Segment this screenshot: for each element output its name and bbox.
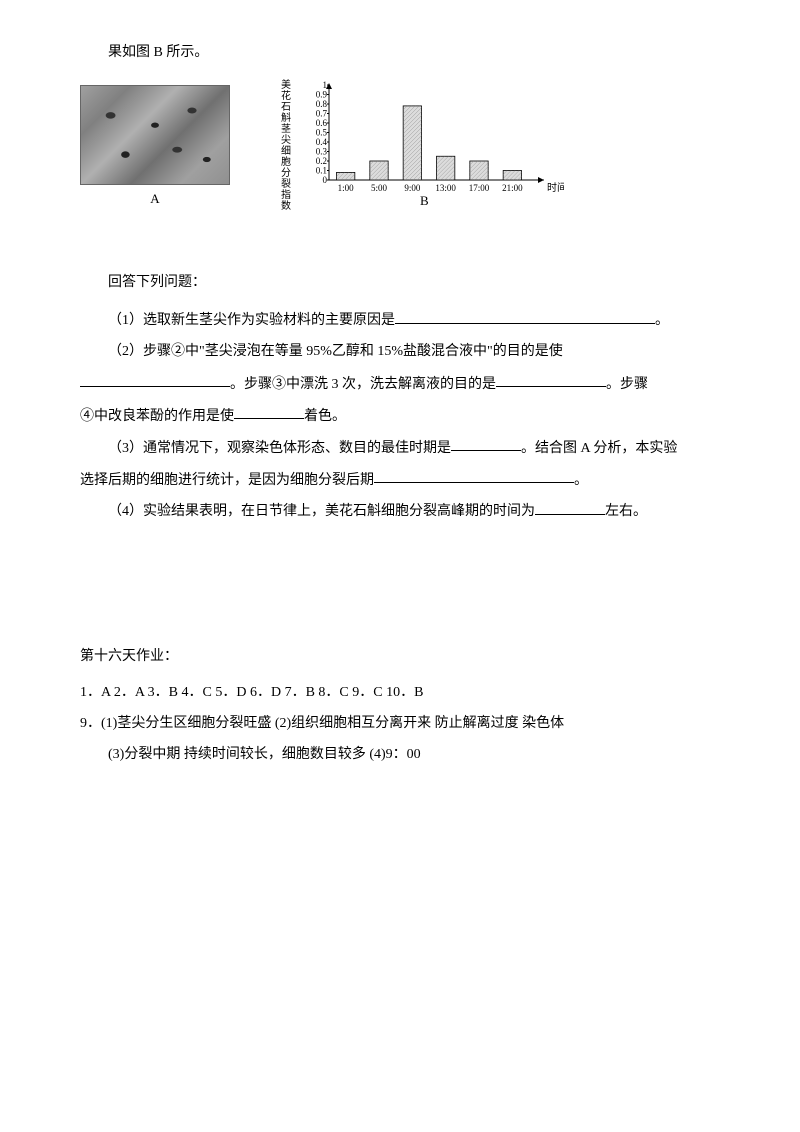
questions-title: 回答下列问题： bbox=[80, 270, 720, 295]
svg-text:0.1: 0.1 bbox=[316, 166, 327, 176]
q2-l1: （2）步骤②中"茎尖浸泡在等量 95%乙醇和 15%盐酸混合液中"的目的是使 bbox=[108, 344, 563, 359]
svg-text:0.8: 0.8 bbox=[316, 99, 328, 109]
svg-text:5:00: 5:00 bbox=[371, 183, 388, 193]
svg-text:9:00: 9:00 bbox=[404, 183, 421, 193]
q1-blank bbox=[395, 307, 655, 324]
intro-text: 果如图 B 所示。 bbox=[80, 40, 720, 65]
answers-title: 第十六天作业： bbox=[80, 644, 720, 669]
q2-blank2 bbox=[496, 371, 606, 388]
chart-svg: 00.10.20.30.40.50.60.70.80.911:005:009:0… bbox=[304, 80, 564, 200]
q2-l3-prefix: ④中改良苯酚的作用是使 bbox=[80, 408, 234, 423]
svg-text:0.2: 0.2 bbox=[316, 156, 327, 166]
q3-prefix: （3）通常情况下，观察染色体形态、数目的最佳时期是 bbox=[108, 440, 451, 455]
q3-l2-suffix: 。 bbox=[574, 472, 588, 487]
svg-text:0.3: 0.3 bbox=[316, 147, 328, 157]
svg-text:0: 0 bbox=[323, 175, 328, 185]
svg-text:0.7: 0.7 bbox=[316, 109, 328, 119]
images-row: A 美花石斛茎尖细胞分裂指数 00.10.20.30.40.50.60.70.8… bbox=[80, 80, 720, 210]
chart-y-label: 美花石斛茎尖细胞分裂指数 bbox=[280, 80, 292, 212]
question-4: （4）实验结果表明，在日节律上，美花石斛细胞分裂高峰期的时间为 左右。 bbox=[80, 498, 720, 524]
image-a-wrapper: A bbox=[80, 85, 230, 210]
svg-text:17:00: 17:00 bbox=[469, 183, 490, 193]
q4-blank bbox=[535, 498, 605, 515]
q3-blank1 bbox=[451, 435, 521, 452]
svg-text:0.6: 0.6 bbox=[316, 118, 328, 128]
answers-line3: (3)分裂中期 持续时间较长，细胞数目较多 (4)9：00 bbox=[108, 742, 720, 767]
question-2-line3: ④中改良苯酚的作用是使 着色。 bbox=[80, 403, 720, 429]
q3-blank2 bbox=[374, 467, 574, 484]
q2-blank1 bbox=[80, 371, 230, 388]
svg-text:0.5: 0.5 bbox=[316, 128, 328, 138]
question-3-line1: （3）通常情况下，观察染色体形态、数目的最佳时期是 。结合图 A 分析，本实验 bbox=[80, 435, 720, 461]
svg-text:21:00: 21:00 bbox=[502, 183, 523, 193]
svg-text:时间: 时间 bbox=[547, 181, 564, 194]
svg-text:13:00: 13:00 bbox=[435, 183, 456, 193]
svg-text:1:00: 1:00 bbox=[338, 183, 355, 193]
label-a: A bbox=[80, 187, 230, 210]
q2-l3-suffix: 着色。 bbox=[304, 408, 346, 423]
microscope-image-a bbox=[80, 85, 230, 185]
question-1: （1）选取新生茎尖作为实验材料的主要原因是 。 bbox=[80, 307, 720, 333]
q1-prefix: （1）选取新生茎尖作为实验材料的主要原因是 bbox=[108, 313, 395, 328]
q3-mid: 。结合图 A 分析，本实验 bbox=[521, 440, 677, 455]
question-3-line2: 选择后期的细胞进行统计，是因为细胞分裂后期 。 bbox=[80, 467, 720, 493]
q2-blank3 bbox=[234, 403, 304, 420]
q4-prefix: （4）实验结果表明，在日节律上，美花石斛细胞分裂高峰期的时间为 bbox=[108, 504, 535, 519]
q1-suffix: 。 bbox=[655, 313, 669, 328]
question-2-line1: （2）步骤②中"茎尖浸泡在等量 95%乙醇和 15%盐酸混合液中"的目的是使 bbox=[80, 339, 720, 364]
q3-l2-prefix: 选择后期的细胞进行统计，是因为细胞分裂后期 bbox=[80, 472, 374, 487]
answers-line2: 9．(1)茎尖分生区细胞分裂旺盛 (2)组织细胞相互分离开来 防止解离过度 染色… bbox=[80, 711, 720, 736]
bar-chart-b: 美花石斛茎尖细胞分裂指数 00.10.20.30.40.50.60.70.80.… bbox=[290, 80, 570, 210]
q4-suffix: 左右。 bbox=[605, 504, 647, 519]
answers-line1: 1．A 2．A 3．B 4．C 5．D 6．D 7．B 8．C 9．C 10．B bbox=[80, 680, 720, 705]
question-2-line2: 。步骤③中漂洗 3 次，洗去解离液的目的是 。步骤 bbox=[80, 371, 720, 397]
q2-l2-end: 。步骤 bbox=[606, 376, 648, 391]
q2-l2-mid: 。步骤③中漂洗 3 次，洗去解离液的目的是 bbox=[230, 376, 496, 391]
svg-text:0.4: 0.4 bbox=[316, 137, 328, 147]
label-b: B bbox=[420, 189, 429, 212]
svg-text:0.9: 0.9 bbox=[316, 90, 328, 100]
